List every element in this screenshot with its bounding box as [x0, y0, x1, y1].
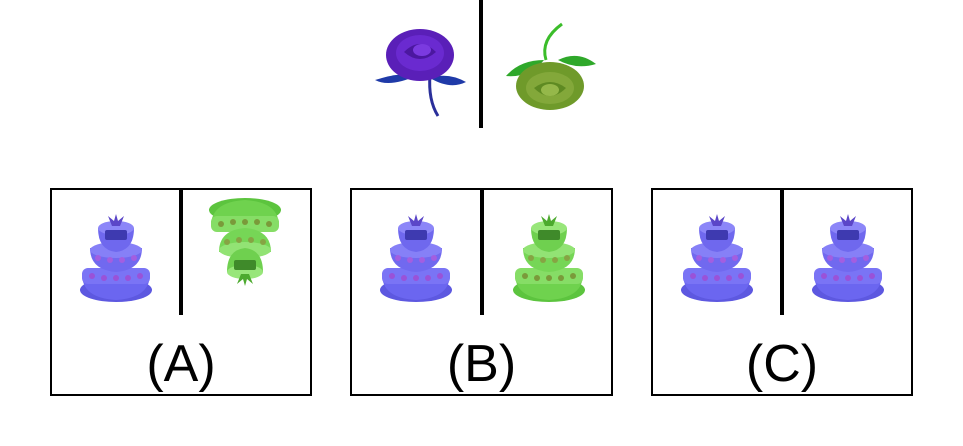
blue-cake-icon	[677, 212, 757, 302]
option-c-box[interactable]: (C)	[651, 188, 913, 396]
option-a-label: (A)	[146, 335, 216, 393]
option-c-divider	[780, 190, 784, 315]
green-cake-inverted-icon	[205, 198, 285, 288]
option-b-divider	[480, 190, 484, 315]
purple-rose-icon	[370, 20, 470, 120]
green-cake-icon	[509, 212, 589, 302]
option-a-divider	[179, 190, 183, 315]
blue-cake-icon	[808, 212, 888, 302]
option-b-label: (B)	[446, 335, 517, 393]
question-pair	[360, 0, 610, 130]
option-a-box[interactable]: (A)	[50, 188, 312, 396]
option-c-label: (C)	[745, 335, 819, 393]
blue-cake-icon	[76, 212, 156, 302]
green-rose-rotated-icon	[500, 20, 600, 120]
blue-cake-icon	[376, 212, 456, 302]
question-divider	[479, 0, 483, 128]
option-b-box[interactable]: (B)	[350, 188, 613, 396]
